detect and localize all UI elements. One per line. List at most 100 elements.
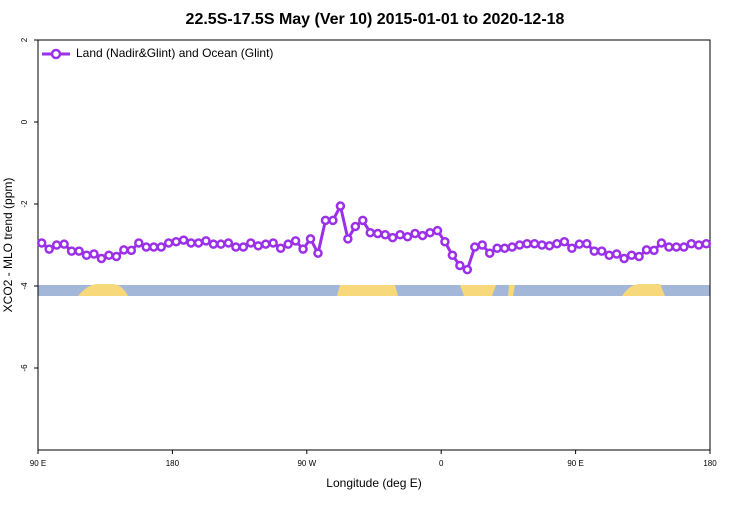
- point: [134, 238, 144, 248]
- point: [335, 201, 346, 211]
- point: [126, 245, 137, 256]
- point: [589, 246, 600, 256]
- point: [694, 240, 704, 250]
- point: [574, 239, 585, 249]
- x-axis-label: Longitude (deg E): [326, 476, 421, 490]
- point: [582, 239, 592, 249]
- point: [81, 250, 92, 260]
- point: [268, 238, 278, 248]
- point: [455, 260, 465, 271]
- point: [141, 242, 152, 252]
- point: [66, 246, 77, 256]
- point: [552, 239, 562, 249]
- point: [313, 248, 323, 258]
- point: [44, 244, 54, 254]
- point: [193, 238, 204, 248]
- point: [634, 251, 644, 262]
- point: [298, 244, 308, 254]
- y-tick-label: 2: [20, 37, 29, 42]
- point: [305, 234, 316, 244]
- point: [275, 243, 286, 254]
- point: [462, 264, 473, 275]
- point: [216, 239, 226, 249]
- point: [596, 246, 607, 256]
- legend-marker: [50, 48, 62, 60]
- point: [238, 242, 249, 252]
- point: [283, 239, 293, 249]
- point: [507, 242, 517, 252]
- x-tick-label: 0: [439, 459, 444, 468]
- x-tick-label: 180: [703, 459, 717, 468]
- y-tick-label: -6: [20, 364, 29, 372]
- point: [477, 240, 488, 250]
- x-tick-label: 90 E: [30, 459, 46, 468]
- point: [36, 238, 47, 248]
- point: [492, 243, 502, 254]
- point: [679, 242, 689, 252]
- point: [380, 230, 390, 240]
- point: [89, 249, 99, 259]
- point: [328, 215, 338, 226]
- point: [529, 239, 540, 249]
- point: [544, 241, 555, 251]
- point: [372, 228, 383, 239]
- point: [432, 225, 443, 236]
- point: [567, 243, 577, 254]
- point: [290, 236, 301, 246]
- y-tick-label: 0: [20, 119, 29, 124]
- point: [447, 250, 458, 260]
- point: [365, 227, 376, 238]
- x-tick-label: 90 E: [567, 459, 583, 468]
- point: [514, 240, 525, 250]
- legend-label: Land (Nadir&Glint) and Ocean (Glint): [76, 46, 273, 60]
- point: [626, 250, 637, 260]
- point: [402, 232, 413, 242]
- point: [320, 215, 331, 226]
- point: [671, 242, 682, 252]
- point: [701, 239, 712, 249]
- point: [664, 242, 674, 252]
- series-line: [40, 201, 707, 272]
- point: [686, 239, 697, 249]
- point: [260, 239, 271, 249]
- point: [104, 250, 114, 260]
- point: [111, 251, 122, 262]
- legend: Land (Nadir&Glint) and Ocean (Glint): [42, 46, 273, 60]
- point: [440, 236, 450, 247]
- point: [343, 234, 353, 244]
- point: [74, 246, 84, 256]
- point: [470, 242, 480, 252]
- point: [395, 230, 405, 240]
- point: [51, 240, 62, 250]
- point: [246, 238, 256, 248]
- point: [186, 238, 196, 248]
- point: [208, 239, 219, 249]
- chart-title: 22.5S-17.5S May (Ver 10) 2015-01-01 to 2…: [186, 11, 565, 28]
- point: [522, 239, 532, 249]
- point: [231, 242, 241, 252]
- point: [223, 238, 234, 248]
- point: [619, 253, 629, 264]
- y-axis-label: XCO2 - MLO trend (ppm): [1, 178, 15, 313]
- point: [253, 241, 264, 251]
- point: [484, 248, 495, 258]
- point: [163, 238, 174, 248]
- point: [350, 221, 361, 232]
- point: [559, 236, 570, 247]
- point: [387, 232, 398, 243]
- point: [201, 236, 211, 246]
- point: [59, 239, 69, 249]
- surface-strip: [38, 284, 710, 296]
- point: [649, 245, 659, 256]
- y-tick-label: -2: [20, 200, 29, 208]
- point: [171, 236, 181, 247]
- point: [499, 243, 510, 254]
- point: [656, 238, 667, 248]
- point: [96, 253, 107, 264]
- y-tick-label: -4: [20, 282, 29, 290]
- point: [148, 242, 159, 252]
- x-tick-label: 90 W: [297, 459, 316, 468]
- point: [358, 215, 368, 226]
- point: [156, 242, 166, 252]
